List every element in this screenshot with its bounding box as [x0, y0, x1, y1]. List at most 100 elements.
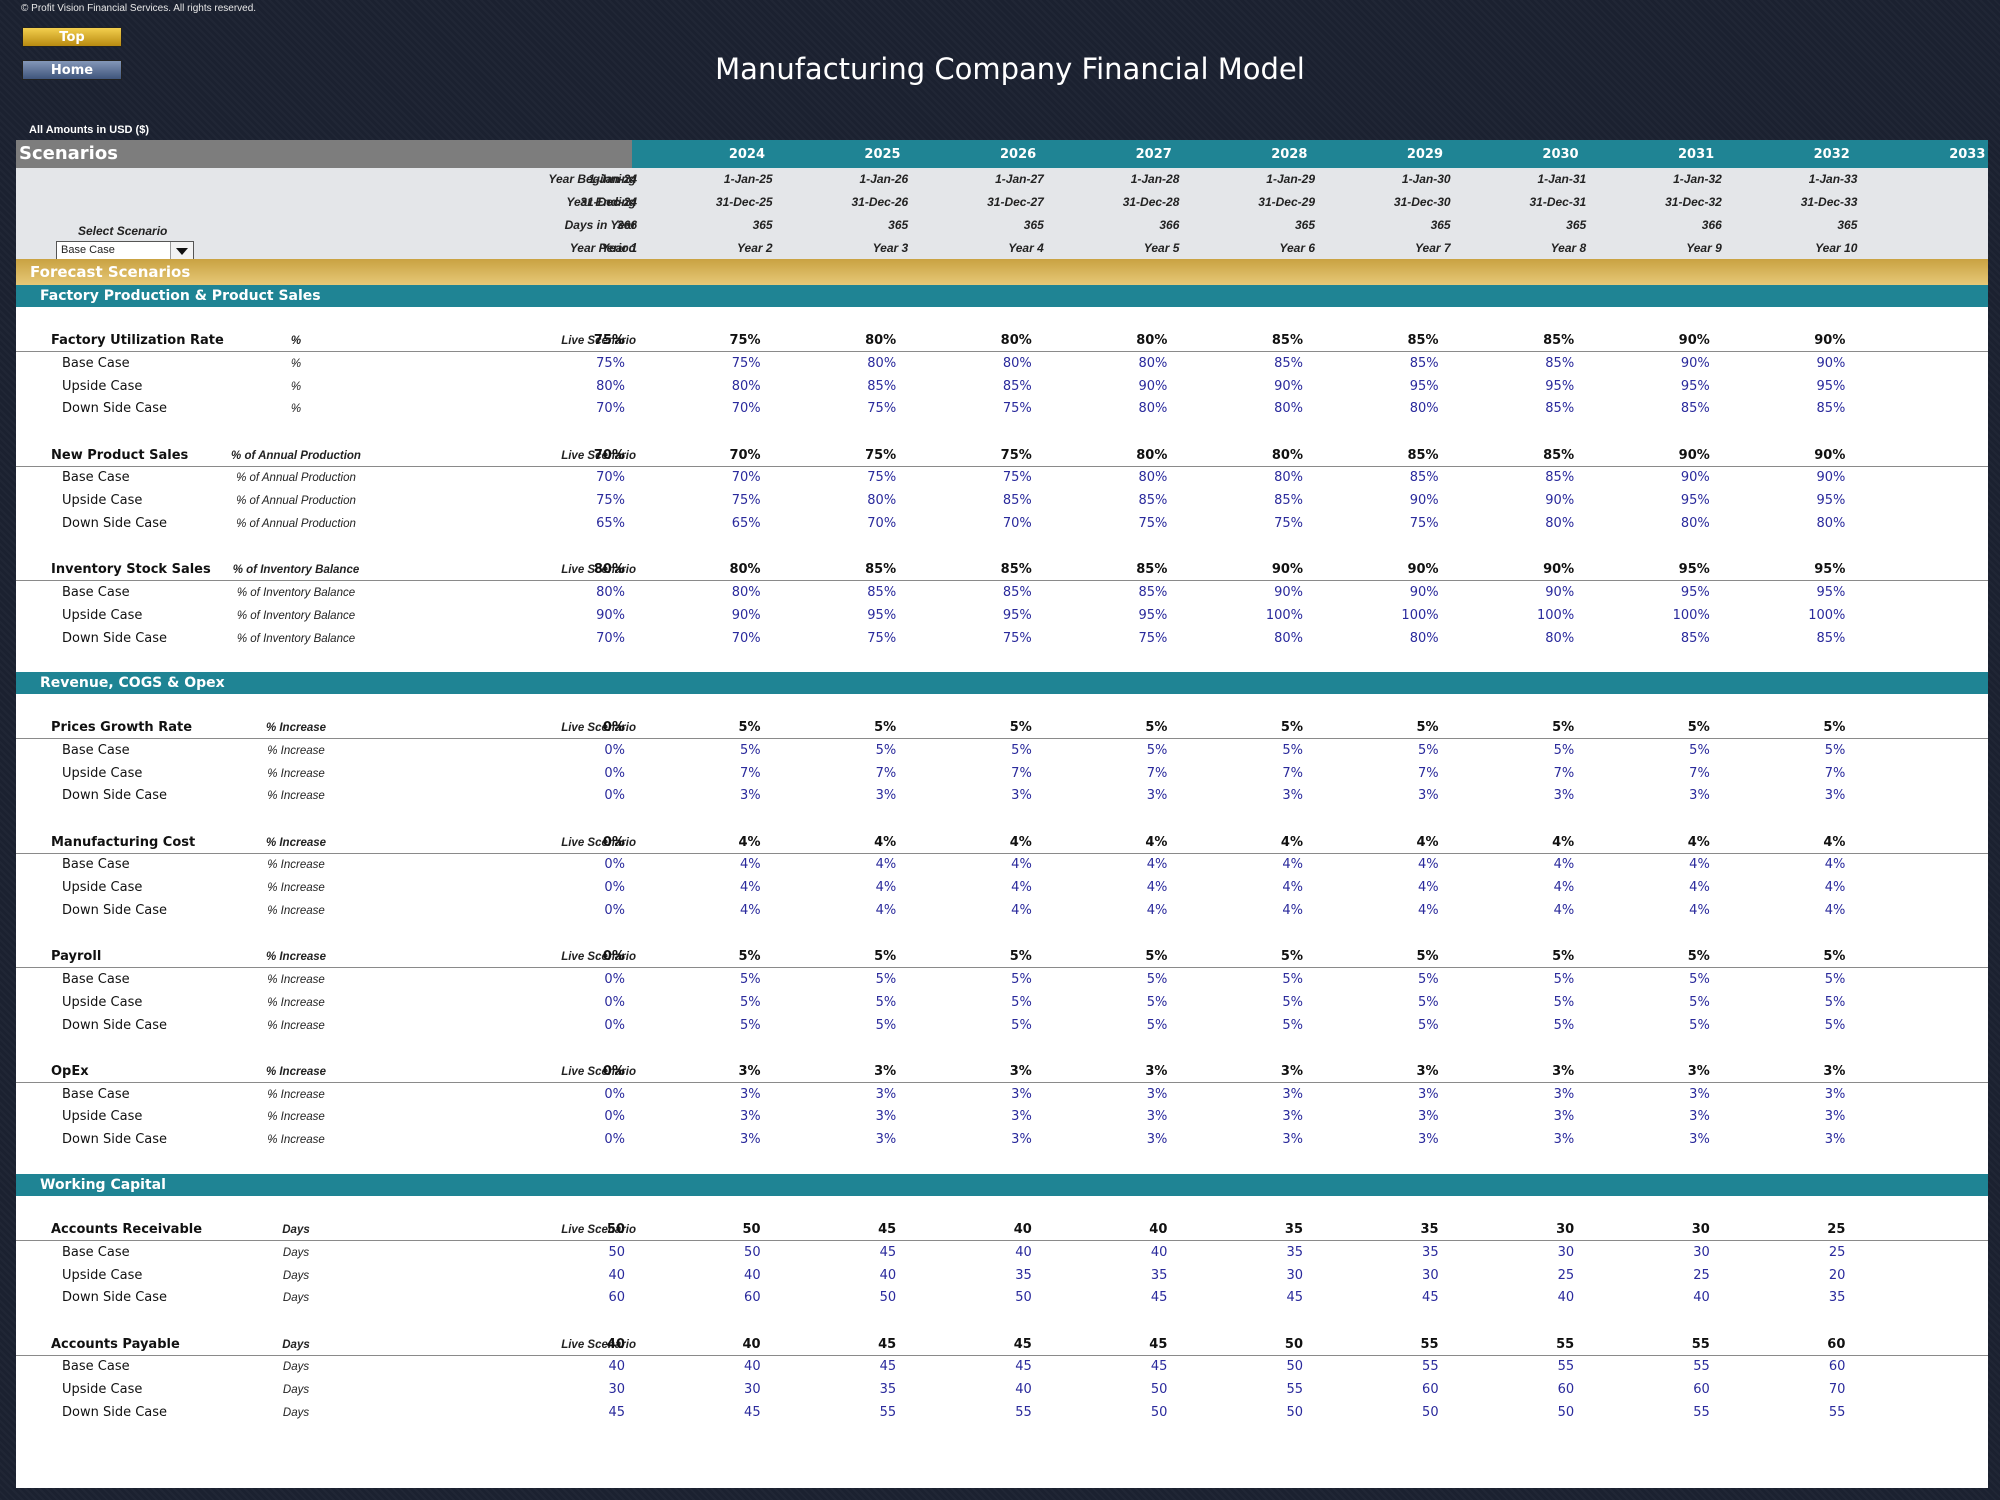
input-value-cell[interactable]: 75%: [1274, 516, 1303, 531]
input-value-cell[interactable]: 7%: [1824, 765, 1846, 781]
input-value-cell[interactable]: 3%: [1417, 1086, 1439, 1102]
input-value-cell[interactable]: 5%: [1146, 742, 1168, 758]
input-value-cell[interactable]: 55: [1557, 1359, 1575, 1375]
input-value-cell[interactable]: 85%: [1680, 401, 1710, 417]
input-value-cell[interactable]: 4%: [1553, 903, 1575, 918]
input-value-cell[interactable]: 3%: [1011, 1086, 1032, 1102]
input-value-cell[interactable]: 85%: [1002, 493, 1032, 509]
input-value-cell[interactable]: 4%: [1824, 880, 1846, 896]
input-value-cell[interactable]: 80%: [1816, 516, 1846, 531]
input-value-cell[interactable]: 85%: [1816, 630, 1846, 646]
input-value-cell[interactable]: 35: [1015, 1267, 1032, 1283]
input-value-cell[interactable]: 45: [1150, 1359, 1168, 1375]
input-value-cell[interactable]: 3%: [1417, 1109, 1439, 1125]
input-value-cell[interactable]: 0%: [604, 765, 625, 781]
input-value-cell[interactable]: 4%: [1282, 880, 1303, 896]
input-value-cell[interactable]: 5%: [1689, 972, 1710, 987]
input-value-cell[interactable]: 80%: [596, 378, 625, 394]
input-value-cell[interactable]: 75%: [1409, 516, 1439, 531]
input-value-cell[interactable]: 30: [1557, 1244, 1575, 1260]
input-value-cell[interactable]: 75%: [867, 401, 897, 417]
input-value-cell[interactable]: 4%: [1417, 903, 1439, 918]
input-value-cell[interactable]: 5%: [1282, 994, 1303, 1010]
input-value-cell[interactable]: 90%: [1409, 493, 1439, 509]
input-value-cell[interactable]: 75%: [1138, 516, 1168, 531]
input-value-cell[interactable]: 95%: [1816, 378, 1846, 394]
input-value-cell[interactable]: 85%: [1680, 630, 1710, 646]
input-value-cell[interactable]: 3%: [1011, 1109, 1032, 1125]
input-value-cell[interactable]: 5%: [875, 972, 897, 987]
input-value-cell[interactable]: 5%: [1146, 1017, 1168, 1033]
input-value-cell[interactable]: 5%: [1282, 972, 1303, 987]
input-value-cell[interactable]: 30: [1422, 1267, 1439, 1283]
input-value-cell[interactable]: 3%: [739, 1086, 761, 1102]
input-value-cell[interactable]: 45: [1286, 1290, 1303, 1306]
input-value-cell[interactable]: 30: [1286, 1267, 1303, 1283]
input-value-cell[interactable]: 0%: [604, 1132, 625, 1148]
input-value-cell[interactable]: 3%: [1417, 788, 1439, 804]
input-value-cell[interactable]: 60: [608, 1290, 625, 1306]
input-value-cell[interactable]: 4%: [739, 903, 761, 918]
input-value-cell[interactable]: 5%: [1417, 972, 1439, 987]
input-value-cell[interactable]: 35: [1422, 1244, 1439, 1260]
input-value-cell[interactable]: 60: [1422, 1382, 1439, 1398]
input-value-cell[interactable]: 95%: [1680, 585, 1710, 600]
input-value-cell[interactable]: 55: [1286, 1382, 1303, 1398]
input-value-cell[interactable]: 20: [1828, 1267, 1846, 1283]
input-value-cell[interactable]: 4%: [1689, 857, 1710, 873]
input-value-cell[interactable]: 70%: [1002, 516, 1032, 531]
input-value-cell[interactable]: 3%: [1146, 1109, 1168, 1125]
input-value-cell[interactable]: 95%: [1409, 378, 1439, 394]
input-value-cell[interactable]: 100%: [1537, 607, 1575, 623]
input-value-cell[interactable]: 0%: [604, 903, 625, 918]
chevron-down-icon[interactable]: [170, 242, 193, 260]
input-value-cell[interactable]: 80%: [731, 585, 761, 600]
input-value-cell[interactable]: 100%: [1265, 607, 1303, 623]
input-value-cell[interactable]: 85%: [1274, 355, 1303, 371]
input-value-cell[interactable]: 3%: [739, 788, 761, 804]
input-value-cell[interactable]: 80%: [867, 355, 897, 371]
input-value-cell[interactable]: 4%: [875, 903, 897, 918]
input-value-cell[interactable]: 7%: [1011, 765, 1032, 781]
input-value-cell[interactable]: 45: [1422, 1290, 1439, 1306]
input-value-cell[interactable]: 50: [1015, 1290, 1032, 1306]
input-value-cell[interactable]: 90%: [1816, 355, 1846, 371]
input-value-cell[interactable]: 4%: [1282, 903, 1303, 918]
input-value-cell[interactable]: 40: [1693, 1290, 1710, 1306]
input-value-cell[interactable]: 0%: [604, 972, 625, 987]
input-value-cell[interactable]: 100%: [1672, 607, 1710, 623]
input-value-cell[interactable]: 0%: [604, 1086, 625, 1102]
input-value-cell[interactable]: 3%: [1689, 788, 1710, 804]
input-value-cell[interactable]: 40: [1150, 1244, 1168, 1260]
input-value-cell[interactable]: 5%: [1011, 742, 1032, 758]
input-value-cell[interactable]: 25: [1557, 1267, 1575, 1283]
input-value-cell[interactable]: 90%: [596, 607, 625, 623]
input-value-cell[interactable]: 75%: [731, 493, 761, 509]
input-value-cell[interactable]: 3%: [1011, 1132, 1032, 1148]
input-value-cell[interactable]: 90%: [731, 607, 761, 623]
input-value-cell[interactable]: 5%: [1824, 742, 1846, 758]
input-value-cell[interactable]: 7%: [739, 765, 761, 781]
input-value-cell[interactable]: 4%: [1824, 857, 1846, 873]
input-value-cell[interactable]: 0%: [604, 994, 625, 1010]
input-value-cell[interactable]: 85%: [1002, 378, 1032, 394]
input-value-cell[interactable]: 70: [1828, 1382, 1846, 1398]
input-value-cell[interactable]: 4%: [1689, 880, 1710, 896]
input-value-cell[interactable]: 40: [744, 1359, 761, 1375]
input-value-cell[interactable]: 55: [1015, 1405, 1032, 1420]
input-value-cell[interactable]: 80%: [1409, 630, 1439, 646]
input-value-cell[interactable]: 85%: [1545, 401, 1575, 417]
input-value-cell[interactable]: 70%: [596, 630, 625, 646]
input-value-cell[interactable]: 4%: [1011, 857, 1032, 873]
input-value-cell[interactable]: 7%: [1689, 765, 1710, 781]
input-value-cell[interactable]: 90%: [1138, 378, 1168, 394]
input-value-cell[interactable]: 5%: [1282, 1017, 1303, 1033]
input-value-cell[interactable]: 70%: [731, 470, 761, 486]
input-value-cell[interactable]: 60: [1828, 1359, 1846, 1375]
input-value-cell[interactable]: 45: [608, 1405, 625, 1420]
input-value-cell[interactable]: 80%: [1274, 401, 1303, 417]
input-value-cell[interactable]: 80%: [1274, 470, 1303, 486]
input-value-cell[interactable]: 50: [1286, 1359, 1303, 1375]
input-value-cell[interactable]: 65%: [596, 516, 625, 531]
input-value-cell[interactable]: 7%: [1146, 765, 1168, 781]
